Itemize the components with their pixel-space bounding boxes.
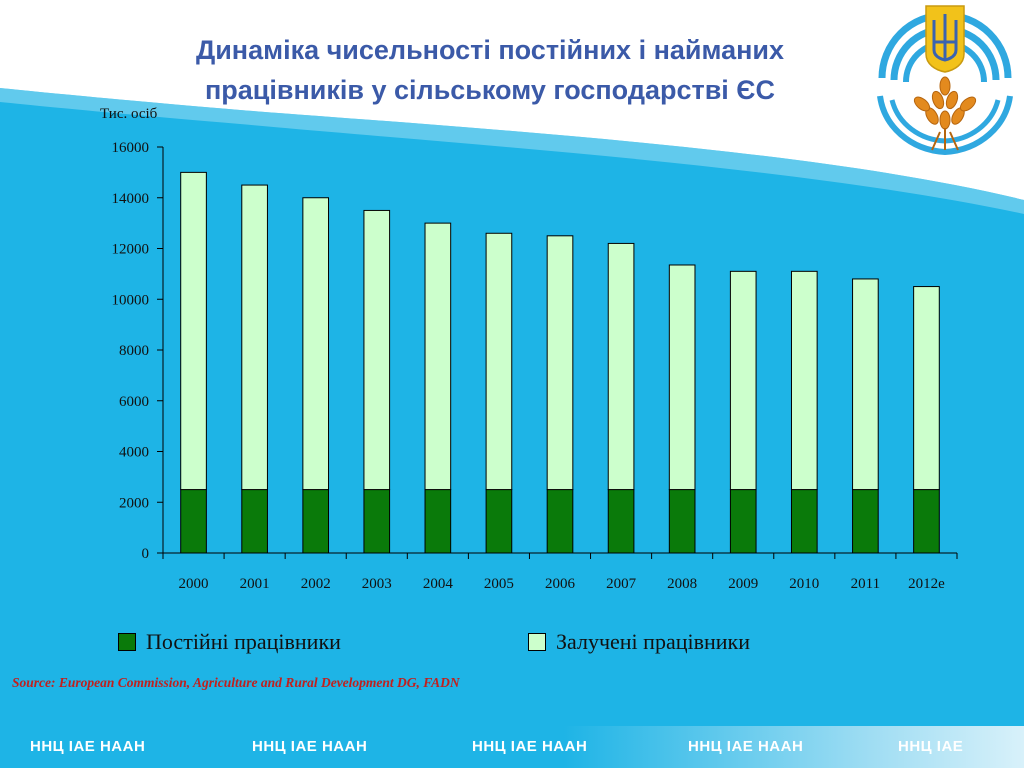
bar-permanent-workers [668, 489, 696, 554]
y-tick-label: 10000 [112, 292, 150, 308]
x-tick-label: 2009 [728, 576, 758, 592]
bar-permanent-workers [852, 489, 879, 554]
bar-permanent-workers [363, 489, 391, 554]
bar-hired-workers [668, 264, 696, 491]
bar-hired-workers [913, 286, 940, 491]
y-axis: 0 2000 4000 6000 8000 10000 12000 14000 16000 [112, 140, 163, 562]
y-tick-label: 14000 [112, 191, 150, 207]
bar-hired-workers [424, 222, 452, 491]
y-tick-label: 4000 [119, 445, 149, 461]
legend-label-hired: Залучені працівники [556, 629, 750, 654]
bar-chart: Тис. осіб 0 2000 4000 6000 8000 10000 12000 140… [100, 106, 958, 592]
title-line-2: працівників у сільському господарстві ЄС [204, 75, 776, 105]
bar-permanent-workers [241, 489, 268, 554]
bar-hired-workers [180, 171, 207, 491]
footer-bar: ННЦ ІАЕ НААН ННЦ ІАЕ НААН ННЦ ІАЕ НААН Н… [0, 726, 1024, 768]
x-tick-label: 2001 [240, 576, 270, 592]
x-tick-label: 2008 [667, 576, 697, 592]
source-note: Source: European Commission, Agriculture… [12, 675, 460, 690]
x-tick-label: 2005 [484, 576, 514, 592]
footer-org-label: ННЦ ІАЕ [898, 738, 964, 755]
y-tick-label: 0 [142, 546, 150, 562]
bar-hired-workers [790, 270, 818, 491]
bar-permanent-workers [546, 489, 574, 554]
legend-item-hired: Залучені працівники [528, 626, 750, 658]
legend-swatch-permanent [118, 633, 136, 651]
bar-permanent-workers [913, 489, 940, 554]
x-tick-label: 2002 [301, 576, 331, 592]
bar-hired-workers [302, 197, 330, 491]
bar-permanent-workers [485, 489, 513, 554]
bar-hired-workers [546, 235, 574, 491]
x-tick-label: 2004 [423, 576, 454, 592]
legend-label-permanent: Постійні працівники [146, 629, 341, 654]
bar-permanent-workers [729, 489, 757, 554]
bar-hired-workers [363, 209, 391, 491]
x-tick-label: 2010 [789, 576, 819, 592]
bar-series [180, 171, 940, 554]
x-tick-label: 2012е [908, 576, 945, 592]
y-tick-label: 16000 [112, 140, 150, 156]
x-tick-label: 2007 [606, 576, 637, 592]
x-tick-label: 2000 [179, 576, 209, 592]
legend-item-permanent: Постійні працівники [118, 626, 341, 658]
y-tick-label: 8000 [119, 343, 149, 359]
footer-org-label: ННЦ ІАЕ НААН [30, 738, 146, 755]
bar-hired-workers [729, 270, 757, 491]
bar-permanent-workers [180, 489, 207, 554]
x-tick-label: 2006 [545, 576, 576, 592]
y-tick-label: 12000 [112, 242, 150, 258]
legend-swatch-hired [528, 633, 546, 651]
title-line-1: Динаміка чисельності постійних і наймани… [195, 35, 785, 65]
footer-org-label: ННЦ ІАЕ НААН [472, 738, 588, 755]
bar-hired-workers [241, 184, 268, 491]
trident-wheat-emblem-icon [873, 5, 1017, 156]
bar-hired-workers [485, 232, 513, 491]
y-tick-label: 6000 [119, 394, 149, 410]
x-tick-label: 2003 [362, 576, 392, 592]
footer-background [0, 726, 1024, 768]
footer-org-label: ННЦ ІАЕ НААН [688, 738, 804, 755]
x-tick-label: 2011 [851, 576, 880, 592]
bar-permanent-workers [607, 489, 635, 554]
bar-permanent-workers [302, 489, 330, 554]
y-axis-unit-label: Тис. осіб [100, 106, 158, 122]
slide-title: Динаміка чисельності постійних і наймани… [60, 30, 920, 110]
y-tick-label: 2000 [119, 495, 149, 511]
bar-hired-workers [852, 278, 879, 491]
bar-permanent-workers [424, 489, 452, 554]
x-axis: 2000 2001 2002 2003 2004 2005 2006 2007 2008 2009… [162, 553, 958, 592]
footer-org-label: ННЦ ІАЕ НААН [252, 738, 368, 755]
bar-permanent-workers [790, 489, 818, 554]
bar-hired-workers [607, 242, 635, 491]
